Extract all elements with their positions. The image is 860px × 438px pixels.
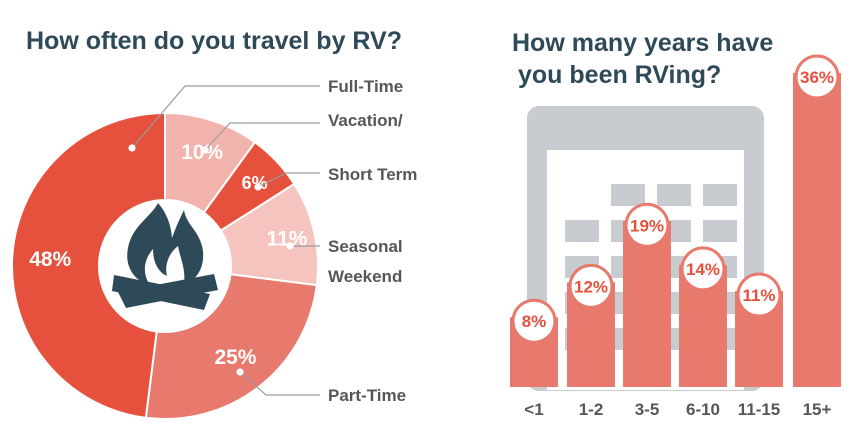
bar	[623, 221, 671, 387]
bar-value-label: 12%	[574, 277, 608, 296]
calendar-cell	[657, 184, 691, 206]
bar-category-label: 11-15	[738, 400, 781, 419]
bar-category-label: <1	[524, 400, 543, 419]
bar-category-label: 1-2	[579, 400, 604, 419]
donut-slice	[11, 111, 166, 419]
callout-line	[131, 85, 320, 149]
bar-category-label: 6-10	[686, 400, 720, 419]
bar-chart-title-line-2: you been RVing?	[518, 61, 722, 89]
callout-label: Vacation/	[328, 111, 403, 130]
bar-value-label: 19%	[630, 216, 664, 235]
bar-value-badge	[794, 54, 840, 100]
donut-value-label: 10%	[181, 141, 223, 164]
bar-value-badge	[680, 246, 726, 292]
bar-chart: 8% <1 12% 1-2 19% 3-5 14% 6-10 11% 11-15 36% 15+	[510, 54, 841, 419]
callout-line	[257, 172, 320, 188]
callout-dot	[128, 144, 136, 152]
bar-value-badge	[624, 202, 670, 248]
donut-value-label: 11%	[267, 228, 308, 251]
bar-value-label: 36%	[800, 68, 834, 87]
callout-label: Short Term	[328, 165, 417, 184]
calendar-cell	[703, 184, 737, 206]
bar-value-badge	[736, 272, 782, 318]
callout-dot	[236, 368, 244, 376]
donut-value-label: 25%	[214, 346, 256, 369]
calendar-cell	[565, 220, 599, 242]
campfire-icon	[112, 203, 218, 310]
bar-value-badge	[568, 263, 614, 309]
donut-value-label: 48%	[29, 248, 71, 271]
callout-label: Part-Time	[328, 386, 406, 405]
callout-label: Seasonal	[328, 237, 403, 256]
donut-value-label: 6%	[242, 173, 268, 193]
bar-value-label: 11%	[742, 286, 775, 305]
bar	[793, 73, 841, 387]
donut-chart-title: How often do you travel by RV?	[26, 27, 402, 55]
flame-shape	[127, 203, 204, 285]
callout-dot	[286, 242, 294, 250]
callout-label: Weekend	[328, 267, 402, 286]
donut-chart: 10% 6% 11% 25% 48% Full-Time Vacation/Short Te…	[11, 77, 417, 420]
callout-dot	[254, 183, 262, 191]
bar-value-label: 8%	[522, 312, 547, 331]
callout-line	[204, 122, 320, 151]
bar-category-label: 15+	[803, 400, 832, 419]
callout-label: Full-Time	[328, 77, 403, 96]
callout-line	[239, 371, 320, 396]
donut-slice	[144, 273, 318, 420]
bar-value-label: 14%	[686, 260, 720, 279]
calendar-cell	[703, 220, 737, 242]
calendar-cell	[611, 184, 645, 206]
callout-dot	[201, 146, 209, 154]
bar-category-label: 3-5	[635, 400, 660, 419]
bar-chart-title-line-1: How many years have	[512, 29, 774, 57]
bar-value-badge	[511, 298, 557, 344]
log-shape	[112, 275, 210, 310]
